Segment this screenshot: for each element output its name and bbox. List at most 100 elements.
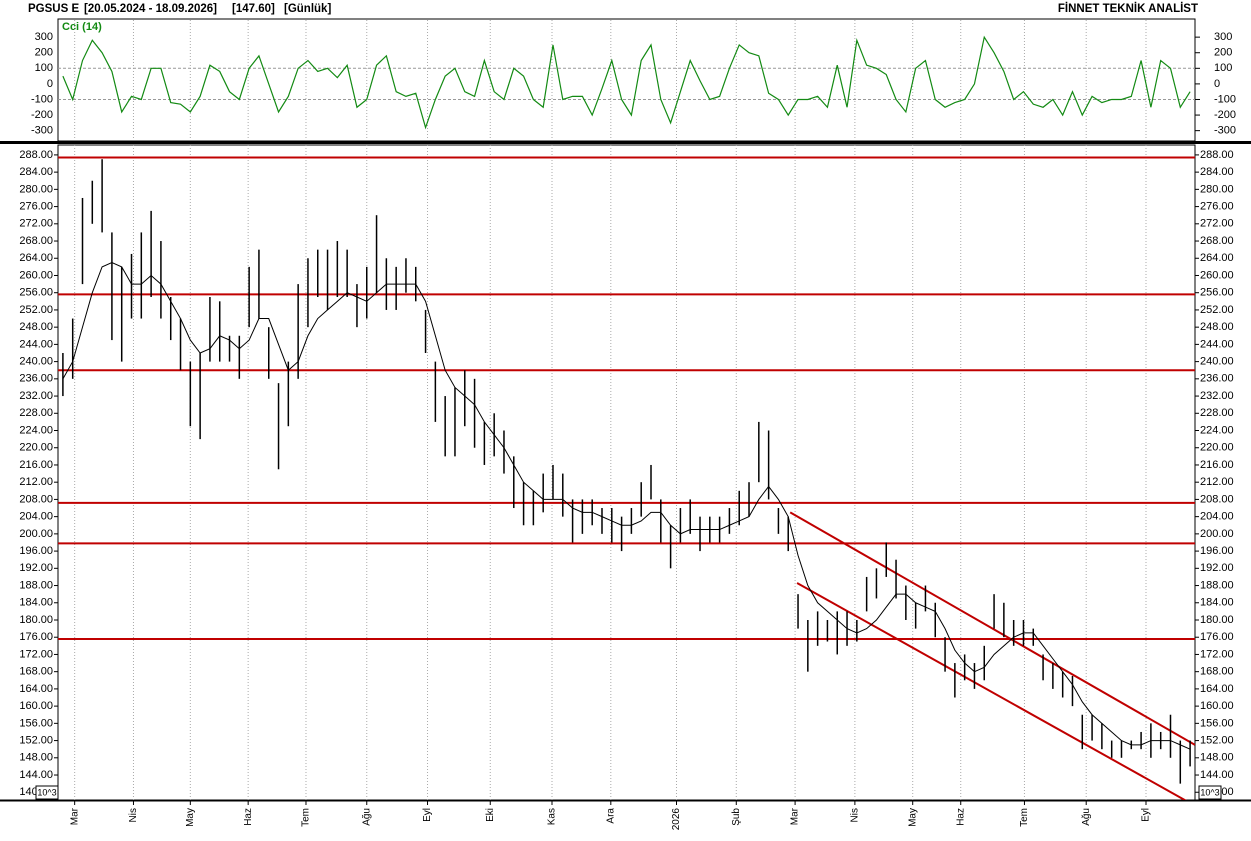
y-tick-label: 300 [1214,31,1232,43]
y-tick-label: 260.00 [1200,269,1234,281]
y-tick-label: 152.00 [1200,734,1234,746]
x-tick-label: Nis [850,808,861,822]
x-tick-label: Tem [301,808,312,827]
y-tick-label: 176.00 [1200,631,1234,643]
scale-note: 10^3 [1200,787,1219,797]
y-tick-label: 164.00 [19,683,53,695]
y-tick-label: 272.00 [1200,218,1234,230]
y-tick-label: 204.00 [1200,511,1234,523]
y-tick-label: 220.00 [1200,442,1234,454]
y-tick-label: 0 [1214,78,1220,90]
y-tick-label: 276.00 [19,200,53,212]
y-tick-label: 252.00 [1200,304,1234,316]
y-tick-label: 236.00 [1200,373,1234,385]
y-tick-label: 208.00 [1200,493,1234,505]
x-tick-label: Nis [128,808,139,822]
cci-line [62,35,1191,130]
y-tick-label: 144.00 [1200,769,1234,781]
y-tick-label: 156.00 [1200,717,1234,729]
symbol: PGSUS E [28,3,79,15]
y-tick-label: 168.00 [1200,666,1234,678]
y-tick-label: 208.00 [19,493,53,505]
y-tick-label: 212.00 [19,476,53,488]
y-tick-label: 260.00 [19,269,53,281]
y-tick-label: 244.00 [19,338,53,350]
y-tick-label: 200.00 [19,528,53,540]
y-tick-label: 276.00 [1200,200,1234,212]
y-tick-label: 284.00 [1200,166,1234,178]
y-tick-label: 100 [35,62,53,74]
x-tick-label: Eyl [422,808,433,822]
y-tick-label: 184.00 [1200,597,1234,609]
y-tick-label: 252.00 [19,304,53,316]
y-tick-label: 148.00 [1200,752,1234,764]
y-tick-label: 264.00 [1200,252,1234,264]
y-tick-label: 288.00 [19,149,53,161]
y-tick-label: 188.00 [19,579,53,591]
y-tick-label: 264.00 [19,252,53,264]
channel-line [789,511,1195,746]
y-tick-label: 152.00 [19,734,53,746]
y-tick-label: 164.00 [1200,683,1234,695]
x-tick-label: Mar [790,807,801,825]
x-tick-label: Eki [485,808,496,822]
y-tick-label: 248.00 [1200,321,1234,333]
y-tick-label: 216.00 [1200,459,1234,471]
y-tick-label: 0 [47,78,53,90]
y-tick-label: 280.00 [19,183,53,195]
x-tick-label: Eyl [1141,808,1152,822]
y-tick-label: 228.00 [1200,407,1234,419]
x-tick-label: Kas [547,808,558,825]
y-tick-label: 180.00 [19,614,53,626]
x-tick-label: Haz [955,808,966,826]
x-tick-label: Tem [1019,808,1030,827]
y-tick-label: 232.00 [19,390,53,402]
y-tick-label: 180.00 [1200,614,1234,626]
y-tick-label: 272.00 [19,218,53,230]
y-tick-label: 184.00 [19,597,53,609]
y-tick-label: 196.00 [19,545,53,557]
x-tick-label: Haz [243,808,254,826]
y-tick-label: 284.00 [19,166,53,178]
y-tick-label: -300 [1214,125,1236,137]
y-tick-label: 172.00 [19,648,53,660]
y-tick-label: 216.00 [19,459,53,471]
y-tick-label: 212.00 [1200,476,1234,488]
y-tick-label: 240.00 [19,356,53,368]
y-tick-label: 168.00 [19,666,53,678]
y-tick-label: -100 [1214,93,1236,105]
y-tick-label: 196.00 [1200,545,1234,557]
y-tick-label: -200 [31,109,53,121]
y-tick-label: 192.00 [1200,562,1234,574]
y-tick-label: 236.00 [19,373,53,385]
y-tick-label: 200 [35,47,53,59]
y-tick-label: 224.00 [19,424,53,436]
x-tick-label: Ara [605,808,616,824]
x-tick-label: 2026 [671,808,682,831]
x-tick-label: May [185,808,196,827]
cci-title: Cci (14) [62,21,102,33]
y-tick-label: 244.00 [1200,338,1234,350]
x-tick-label: Şub [731,808,742,826]
y-tick-label: 280.00 [1200,183,1234,195]
y-tick-label: 200.00 [1200,528,1234,540]
y-tick-label: 268.00 [19,235,53,247]
moving-average [62,262,1191,750]
x-tick-label: Ağu [1081,808,1092,826]
channel-line [796,582,1187,800]
y-tick-label: 224.00 [1200,424,1234,436]
y-tick-label: 228.00 [19,407,53,419]
y-tick-label: 256.00 [19,287,53,299]
period: [Günlük] [284,3,331,15]
x-tick-label: Ağu [361,808,372,826]
y-tick-label: 156.00 [19,717,53,729]
y-tick-label: 160.00 [1200,700,1234,712]
y-tick-label: 240.00 [1200,356,1234,368]
scale-box [35,785,59,800]
y-tick-label: 144.00 [19,769,53,781]
scale-note: 10^3 [37,787,56,797]
y-tick-label: 232.00 [1200,390,1234,402]
x-tick-label: Mar [69,807,80,825]
y-tick-label: 288.00 [1200,149,1234,161]
